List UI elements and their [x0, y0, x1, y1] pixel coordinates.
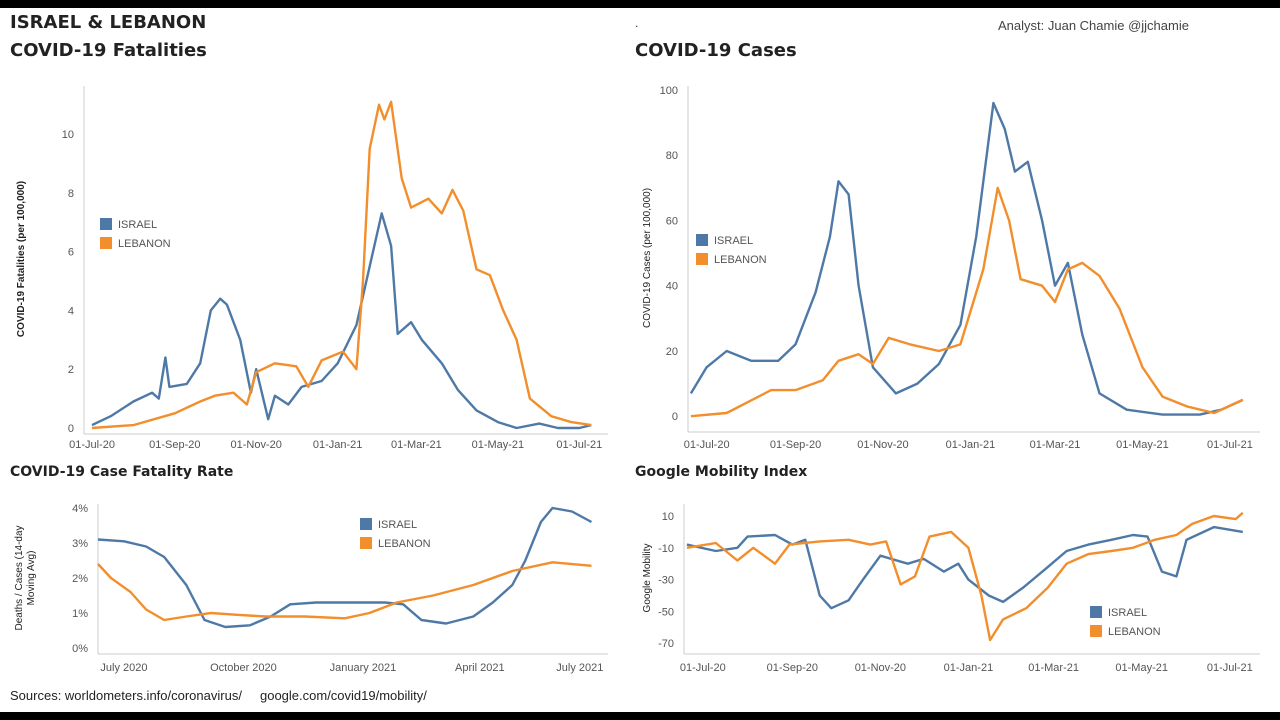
cfr-y-tick-4: 4%: [72, 503, 88, 515]
cases-x-tick-4: 01-Mar-21: [1030, 439, 1081, 451]
cases-y-tick-3: 60: [666, 215, 678, 227]
cfr-x-tick-0: July 2020: [100, 662, 147, 674]
cfr-title: COVID-19 Case Fatality Rate: [10, 464, 234, 480]
fatalities-line-lebanon: [91, 100, 592, 430]
cfr-x-tick-3: April 2021: [455, 662, 505, 674]
cfr-chart: 0% 1% 2% 3% 4% July 2020 October 2020 January 2…: [14, 503, 608, 674]
cases-legend-label-lebanon: LEBANON: [714, 254, 767, 266]
fatalities-y-tick-5: 10: [62, 129, 74, 141]
cases-x-tick-5: 01-May-21: [1116, 439, 1169, 451]
cfr-line-israel: [97, 506, 593, 629]
mobility-line-lebanon: [686, 511, 1244, 642]
cfr-x-tick-1: October 2020: [210, 662, 277, 674]
fatalities-x-tick-1: 01-Sep-20: [149, 439, 200, 451]
mobility-legend-label-israel: ISRAEL: [1108, 607, 1147, 619]
mobility-y-tick-1: -10: [658, 543, 674, 555]
cfr-y-label: Deaths / Cases (14-dayMoving Avg): [14, 525, 37, 630]
cfr-y-tick-0: 0%: [72, 643, 88, 655]
cases-line-israel: [689, 101, 1244, 416]
mobility-x-tick-2: 01-Nov-20: [855, 662, 906, 674]
fatalities-chart: 0 2 4 6 8 10 01-Jul-20 01-Sep-20 01-Nov-20 01-Jan…: [16, 86, 608, 451]
mobility-x-tick-6: 01-Jul-21: [1207, 662, 1253, 674]
fatalities-legend-label-lebanon: LEBANON: [118, 238, 171, 250]
mobility-x-tick-0: 01-Jul-20: [680, 662, 726, 674]
cases-x-tick-0: 01-Jul-20: [684, 439, 730, 451]
fatalities-legend-label-israel: ISRAEL: [118, 219, 157, 231]
fatalities-x-tick-3: 01-Jan-21: [313, 439, 363, 451]
cases-legend-swatch-israel: [696, 234, 708, 246]
cfr-legend-swatch-lebanon: [360, 537, 372, 549]
fatalities-x-tick-5: 01-May-21: [472, 439, 525, 451]
mobility-legend-swatch-israel: [1090, 606, 1102, 618]
mobility-x-tick-5: 01-May-21: [1115, 662, 1168, 674]
dashboard: ISRAEL & LEBANON COVID-19 Fatalities COV…: [0, 8, 1280, 712]
charts-svg: 0 2 4 6 8 10 01-Jul-20 01-Sep-20 01-Nov-20 01-Jan…: [14, 85, 1260, 674]
cfr-x-tick-4: July 2021: [556, 662, 603, 674]
mobility-x-tick-4: 01-Mar-21: [1028, 662, 1079, 674]
cases-y-tick-1: 20: [666, 346, 678, 358]
cases-x-tick-1: 01-Sep-20: [770, 439, 821, 451]
fatalities-x-tick-4: 01-Mar-21: [391, 439, 442, 451]
fatalities-x-tick-0: 01-Jul-20: [69, 439, 115, 451]
analyst-credit: Analyst: Juan Chamie @jjchamie: [998, 18, 1189, 33]
cfr-line-lebanon: [97, 561, 592, 622]
cases-y-tick-0: 0: [672, 411, 678, 423]
cases-x-tick-3: 01-Jan-21: [946, 439, 996, 451]
cfr-x-tick-2: January 2021: [330, 662, 397, 674]
fatalities-title: COVID-19 Fatalities: [10, 40, 207, 61]
mobility-legend-swatch-lebanon: [1090, 625, 1102, 637]
fatalities-x-tick-6: 01-Jul-21: [556, 439, 602, 451]
fatalities-y-tick-0: 0: [68, 423, 74, 435]
cfr-legend-label-israel: ISRAEL: [378, 519, 417, 531]
cases-legend-label-israel: ISRAEL: [714, 235, 753, 247]
cfr-legend-swatch-israel: [360, 518, 372, 530]
cases-y-tick-4: 80: [666, 150, 678, 162]
mobility-y-tick-4: -70: [658, 638, 674, 650]
mobility-x-tick-1: 01-Sep-20: [767, 662, 818, 674]
fatalities-legend-swatch-israel: [100, 218, 112, 230]
page-title: ISRAEL & LEBANON: [10, 12, 207, 33]
cases-y-label: COVID-19 Cases (per 100,000): [642, 188, 653, 328]
sources-note: Sources: worldometers.info/coronavirus/ …: [10, 688, 427, 703]
cfr-y-tick-1: 1%: [72, 608, 88, 620]
mobility-title: Google Mobility Index: [635, 464, 808, 480]
header-dot: .: [635, 16, 639, 30]
cases-title: COVID-19 Cases: [635, 40, 797, 61]
mobility-legend-label-lebanon: LEBANON: [1108, 626, 1161, 638]
cases-line-lebanon: [690, 186, 1244, 418]
cases-y-tick-5: 100: [660, 85, 678, 97]
mobility-y-tick-3: -50: [658, 606, 674, 618]
mobility-x-tick-3: 01-Jan-21: [944, 662, 994, 674]
cfr-y-tick-2: 2%: [72, 573, 88, 585]
fatalities-y-label: COVID-19 Fatalities (per 100,000): [16, 181, 27, 337]
mobility-y-label: Google Mobility: [642, 544, 653, 613]
fatalities-x-tick-2: 01-Nov-20: [231, 439, 282, 451]
mobility-chart: 10 -10 -30 -50 -70 01-Jul-20 01-Sep-20 01-Nov-2…: [642, 504, 1260, 674]
fatalities-legend-swatch-lebanon: [100, 237, 112, 249]
fatalities-y-tick-1: 2: [68, 364, 74, 376]
fatalities-y-tick-4: 8: [68, 188, 74, 200]
cases-x-tick-6: 01-Jul-21: [1207, 439, 1253, 451]
cases-x-tick-2: 01-Nov-20: [857, 439, 908, 451]
cases-legend-swatch-lebanon: [696, 253, 708, 265]
cfr-legend-label-lebanon: LEBANON: [378, 538, 431, 550]
mobility-y-tick-2: -30: [658, 575, 674, 587]
mobility-y-tick-0: 10: [662, 511, 674, 523]
cfr-y-tick-3: 3%: [72, 538, 88, 550]
fatalities-line-israel: [91, 212, 592, 430]
fatalities-y-tick-3: 6: [68, 247, 74, 259]
fatalities-y-tick-2: 4: [68, 305, 74, 317]
cases-y-tick-2: 40: [666, 281, 678, 293]
cases-chart: 0 20 40 60 80 100 01-Jul-20 01-Sep-20 01-Nov-20 0…: [642, 85, 1260, 451]
